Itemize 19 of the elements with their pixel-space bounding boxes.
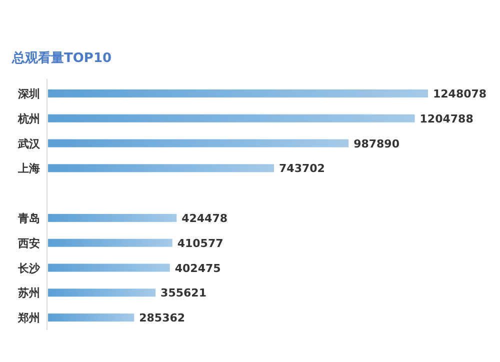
y-tick-label: 杭州 (17, 112, 40, 126)
y-tick-label: 苏州 (17, 286, 40, 300)
y-tick-label: 郑州 (17, 312, 40, 325)
y-tick-label: 深圳 (17, 87, 40, 100)
y-tick-label: 长沙 (17, 262, 41, 275)
data-label: 402475 (174, 262, 221, 275)
y-tick-label: 西安 (17, 236, 40, 250)
data-label: 987890 (354, 137, 400, 150)
data-label: 410577 (177, 236, 224, 250)
data-label: 1248078 (433, 87, 487, 100)
y-tick-label: 上海 (17, 162, 40, 176)
y-tick-label: 青岛 (17, 212, 40, 225)
data-label: 743702 (279, 162, 325, 176)
data-label: 1204788 (420, 112, 474, 126)
data-label: 355621 (160, 286, 206, 300)
data-label: 285362 (139, 312, 186, 325)
chart-title: 总观看量TOP10 (11, 50, 112, 66)
y-tick-label: 武汉 (17, 137, 41, 150)
data-label: 424478 (182, 212, 228, 225)
